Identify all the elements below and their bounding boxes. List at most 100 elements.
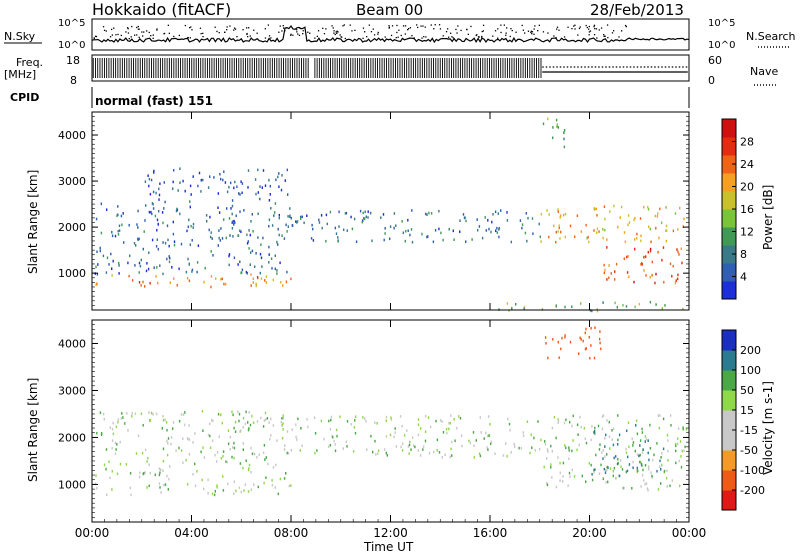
data-cell bbox=[670, 424, 672, 427]
data-cell bbox=[564, 235, 566, 239]
data-cell bbox=[274, 267, 276, 271]
data-cell bbox=[307, 425, 309, 429]
data-cell bbox=[564, 305, 566, 309]
data-cell bbox=[203, 280, 205, 284]
data-cell bbox=[606, 468, 608, 472]
data-cell bbox=[506, 219, 509, 222]
data-cell bbox=[150, 411, 153, 415]
data-cell bbox=[230, 207, 232, 210]
data-cell bbox=[233, 446, 236, 450]
nsearch-point bbox=[509, 35, 511, 38]
data-cell bbox=[514, 445, 516, 448]
nsearch-point bbox=[396, 31, 398, 34]
data-cell bbox=[639, 444, 641, 447]
data-cell bbox=[667, 439, 669, 442]
data-cell bbox=[352, 450, 355, 453]
data-cell bbox=[249, 263, 251, 266]
nsearch-point bbox=[524, 32, 526, 34]
data-cell bbox=[346, 229, 348, 232]
data-cell bbox=[108, 263, 110, 266]
data-cell bbox=[654, 214, 656, 218]
data-cell bbox=[160, 468, 162, 472]
data-cell bbox=[647, 439, 649, 442]
data-cell bbox=[417, 433, 420, 437]
data-cell bbox=[144, 448, 147, 452]
data-cell bbox=[417, 423, 420, 426]
data-cell bbox=[603, 263, 605, 267]
data-cell bbox=[220, 413, 222, 417]
velocity-panel-frame bbox=[91, 319, 690, 523]
nsearch-point bbox=[111, 34, 113, 36]
nsearch-point bbox=[342, 25, 344, 27]
data-cell bbox=[521, 223, 524, 226]
data-cell bbox=[220, 278, 222, 281]
data-cell bbox=[170, 442, 172, 446]
nsearch-point bbox=[349, 24, 351, 26]
nsearch-point bbox=[585, 24, 587, 27]
data-cell bbox=[571, 424, 573, 428]
data-cell bbox=[186, 483, 189, 486]
data-cell bbox=[227, 429, 230, 432]
data-cell bbox=[596, 214, 598, 217]
data-cell bbox=[259, 185, 261, 188]
data-cell bbox=[240, 230, 242, 233]
data-cell bbox=[590, 438, 592, 442]
data-cell bbox=[255, 252, 257, 255]
data-cell bbox=[502, 454, 505, 457]
nsearch-point bbox=[438, 24, 441, 26]
data-cell bbox=[200, 178, 202, 182]
data-cell bbox=[617, 457, 619, 461]
data-cell bbox=[210, 275, 213, 278]
nsearch-point bbox=[388, 26, 390, 28]
data-cell bbox=[285, 223, 287, 227]
data-cell bbox=[303, 221, 305, 225]
nsearch-point bbox=[152, 34, 154, 36]
data-cell bbox=[284, 444, 286, 447]
data-cell bbox=[518, 446, 520, 450]
data-cell bbox=[613, 204, 615, 208]
data-cell bbox=[182, 437, 184, 441]
data-cell bbox=[543, 465, 545, 469]
data-cell bbox=[245, 459, 247, 462]
data-cell bbox=[588, 335, 590, 339]
data-cell bbox=[148, 177, 151, 181]
data-cell bbox=[662, 447, 665, 451]
data-cell bbox=[259, 197, 261, 201]
data-cell bbox=[312, 239, 315, 242]
nsearch-point bbox=[442, 35, 444, 37]
data-cell bbox=[248, 411, 250, 414]
data-cell bbox=[182, 461, 184, 465]
data-cell bbox=[214, 490, 216, 493]
data-cell bbox=[525, 212, 527, 215]
data-cell bbox=[612, 427, 615, 430]
data-cell bbox=[569, 420, 571, 424]
data-cell bbox=[280, 420, 282, 424]
data-cell bbox=[222, 178, 224, 182]
nsearch-point bbox=[607, 37, 609, 39]
data-cell bbox=[628, 221, 631, 224]
data-cell bbox=[580, 302, 582, 305]
data-cell bbox=[192, 175, 194, 178]
data-cell bbox=[320, 214, 323, 217]
data-cell bbox=[269, 437, 271, 441]
data-cell bbox=[268, 253, 270, 256]
data-cell bbox=[233, 223, 235, 226]
data-cell bbox=[257, 168, 259, 172]
data-cell bbox=[162, 459, 165, 463]
nsearch-point bbox=[253, 29, 255, 31]
data-cell bbox=[168, 256, 171, 260]
nsky-trace bbox=[91, 24, 690, 44]
data-cell bbox=[641, 464, 643, 467]
data-cell bbox=[424, 414, 427, 418]
data-cell bbox=[606, 453, 608, 456]
data-cell bbox=[644, 435, 647, 438]
nsearch-point bbox=[537, 30, 539, 32]
data-cell bbox=[297, 417, 299, 421]
nsearch-point bbox=[278, 31, 280, 33]
data-cell bbox=[142, 247, 144, 251]
data-cell bbox=[480, 431, 482, 434]
data-cell bbox=[276, 272, 278, 275]
nsearch-point bbox=[456, 32, 458, 34]
nsearch-point bbox=[264, 37, 267, 39]
data-cell bbox=[568, 446, 570, 449]
